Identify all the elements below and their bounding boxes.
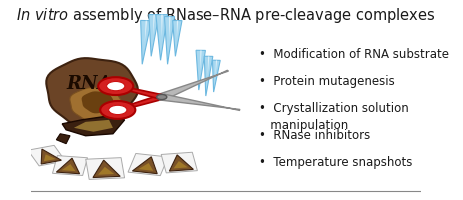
Polygon shape (161, 15, 163, 37)
Polygon shape (128, 153, 168, 176)
Polygon shape (156, 15, 168, 60)
Polygon shape (173, 20, 182, 56)
Polygon shape (159, 70, 228, 100)
Polygon shape (145, 21, 147, 42)
Text: •  Crystallization solution
   manipulation: • Crystallization solution manipulation (259, 102, 409, 132)
Text: •  Protein mutagenesis: • Protein mutagenesis (259, 75, 395, 88)
Circle shape (98, 77, 133, 95)
Polygon shape (86, 158, 125, 179)
Polygon shape (213, 60, 220, 92)
Polygon shape (70, 88, 121, 122)
Polygon shape (164, 17, 175, 64)
Polygon shape (200, 50, 202, 70)
Polygon shape (93, 160, 120, 178)
Polygon shape (169, 155, 194, 171)
Circle shape (109, 105, 127, 115)
Polygon shape (177, 21, 178, 38)
Polygon shape (204, 56, 213, 96)
Text: $\it{In\ vitro}$ assembly of RNase–RNA pre-cleavage complexes: $\it{In\ vitro}$ assembly of RNase–RNA p… (16, 6, 436, 25)
Polygon shape (41, 149, 62, 164)
Polygon shape (161, 152, 197, 173)
Text: •  Temperature snapshots: • Temperature snapshots (259, 156, 413, 169)
Polygon shape (207, 56, 209, 76)
Polygon shape (138, 163, 153, 171)
Circle shape (106, 81, 125, 91)
Polygon shape (174, 161, 188, 168)
Polygon shape (28, 145, 65, 166)
Polygon shape (74, 120, 113, 132)
Polygon shape (56, 134, 70, 144)
Polygon shape (117, 95, 164, 111)
Polygon shape (98, 167, 114, 175)
Text: RNA: RNA (67, 75, 112, 93)
Polygon shape (62, 116, 125, 136)
Circle shape (100, 101, 135, 119)
Polygon shape (56, 158, 80, 174)
Polygon shape (62, 164, 75, 171)
Polygon shape (46, 58, 138, 128)
Circle shape (156, 94, 167, 100)
Polygon shape (44, 154, 56, 161)
Polygon shape (132, 157, 157, 174)
Polygon shape (215, 60, 217, 76)
Polygon shape (141, 20, 151, 64)
Polygon shape (52, 156, 88, 175)
Polygon shape (81, 91, 113, 113)
Polygon shape (159, 94, 240, 110)
Text: •  Modification of RNA substrate: • Modification of RNA substrate (259, 48, 449, 61)
Text: •  RNase inhibitors: • RNase inhibitors (259, 129, 370, 142)
Polygon shape (196, 50, 206, 90)
Polygon shape (149, 15, 159, 56)
Polygon shape (115, 85, 163, 99)
Polygon shape (153, 15, 155, 35)
Polygon shape (169, 17, 170, 40)
